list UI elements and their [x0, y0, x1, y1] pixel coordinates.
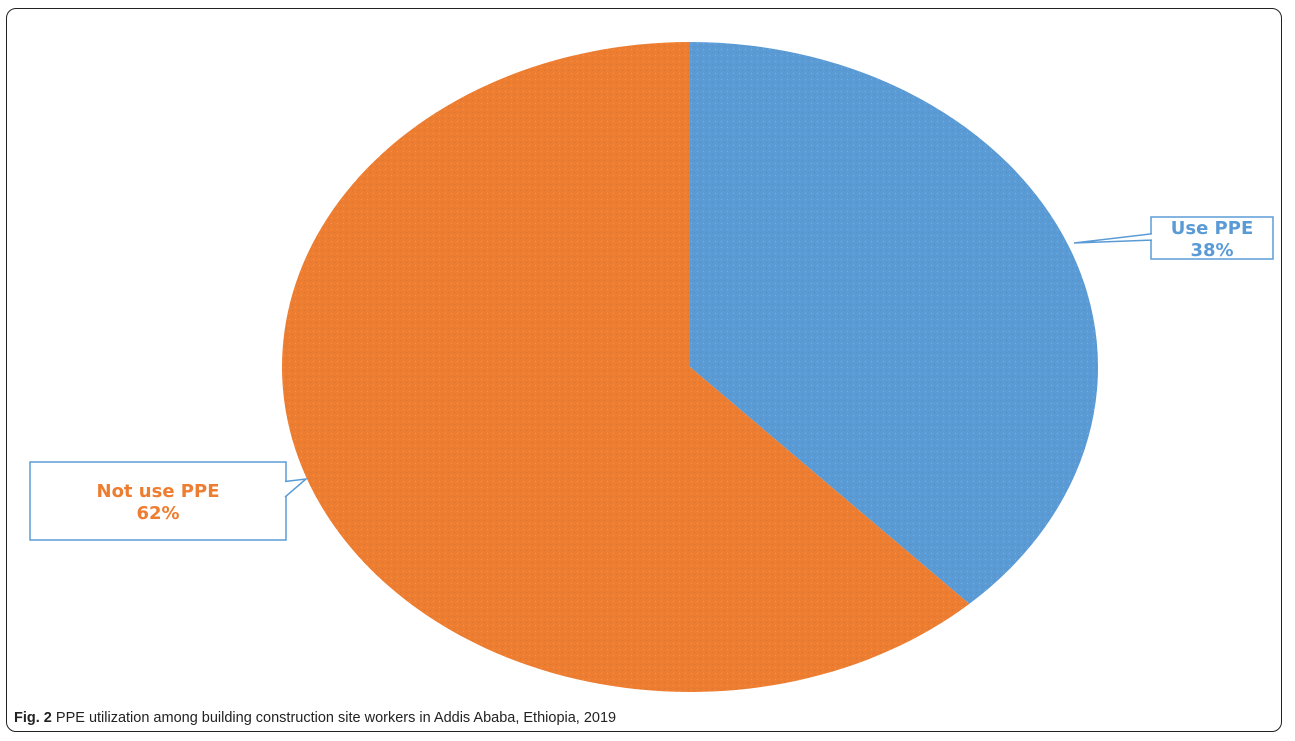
pie-slice-not-use-ppe [282, 42, 970, 692]
slice-value-not-use-ppe: 62% [136, 503, 179, 524]
slice-label-not-use-ppe: Not use PPE [97, 481, 220, 502]
pie-slice-use-ppe [690, 42, 1098, 604]
caption-text: PPE utilization among building construct… [55, 710, 617, 726]
pie-slice-texture-use-ppe [690, 42, 1098, 604]
figure-label: Fig. 2 [14, 710, 52, 726]
figure-caption: Fig. 2 PPE utilization among building co… [14, 710, 616, 726]
slice-label-use-ppe: Use PPE [1171, 218, 1254, 239]
callout-pointer [1073, 233, 1153, 244]
callout-box [29, 461, 287, 541]
callout-box [1150, 216, 1274, 260]
callout-pointer [284, 477, 309, 498]
pie-slice-texture-not-use-ppe [282, 42, 970, 692]
slice-value-use-ppe: 38% [1190, 240, 1233, 261]
